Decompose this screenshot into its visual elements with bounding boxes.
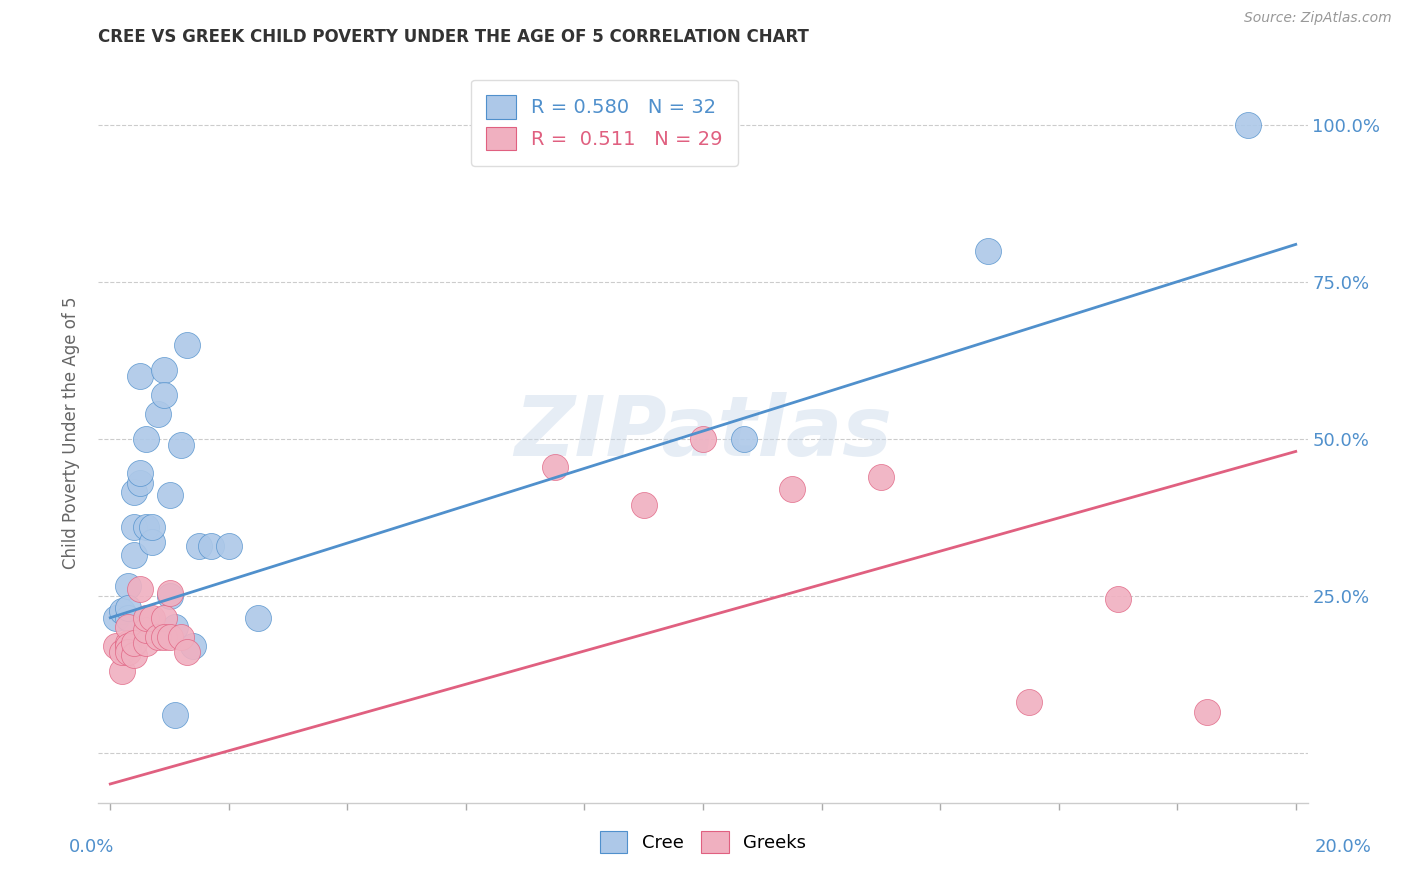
Text: 20.0%: 20.0% — [1315, 838, 1371, 855]
Text: ZIPatlas: ZIPatlas — [515, 392, 891, 473]
Point — [129, 467, 152, 481]
Point — [152, 630, 174, 644]
Point — [159, 630, 181, 644]
Point — [633, 498, 655, 512]
Point — [111, 604, 134, 618]
Point — [152, 611, 174, 625]
Point — [117, 636, 139, 650]
Point — [170, 630, 193, 644]
Point — [159, 488, 181, 502]
Point — [122, 548, 145, 562]
Point — [869, 469, 891, 483]
Point — [734, 432, 756, 446]
Text: Source: ZipAtlas.com: Source: ZipAtlas.com — [1244, 12, 1392, 25]
Point — [1107, 591, 1129, 606]
Point — [141, 611, 163, 625]
Point — [176, 645, 198, 659]
Point — [117, 620, 139, 634]
Point — [117, 645, 139, 659]
Point — [1237, 118, 1260, 132]
Point — [976, 244, 998, 258]
Point — [159, 589, 181, 603]
Point — [170, 438, 193, 452]
Y-axis label: Child Poverty Under the Age of 5: Child Poverty Under the Age of 5 — [62, 296, 80, 569]
Text: 0.0%: 0.0% — [69, 838, 114, 855]
Point — [544, 460, 567, 475]
Point — [105, 639, 128, 653]
Point — [247, 611, 270, 625]
Point — [117, 579, 139, 593]
Legend: Cree, Greeks: Cree, Greeks — [593, 824, 813, 861]
Point — [135, 624, 157, 638]
Point — [117, 611, 139, 625]
Point — [152, 363, 174, 377]
Text: CREE VS GREEK CHILD POVERTY UNDER THE AGE OF 5 CORRELATION CHART: CREE VS GREEK CHILD POVERTY UNDER THE AG… — [98, 28, 810, 45]
Legend: R = 0.580   N = 32, R =  0.511   N = 29: R = 0.580 N = 32, R = 0.511 N = 29 — [471, 79, 738, 166]
Point — [780, 482, 803, 496]
Point — [122, 636, 145, 650]
Point — [141, 520, 163, 534]
Point — [692, 432, 714, 446]
Point — [135, 611, 157, 625]
Point — [176, 338, 198, 352]
Point — [105, 611, 128, 625]
Point — [122, 648, 145, 663]
Point — [146, 630, 169, 644]
Point — [141, 535, 163, 549]
Point — [111, 664, 134, 678]
Point — [129, 582, 152, 597]
Point — [135, 432, 157, 446]
Point — [159, 585, 181, 599]
Point — [152, 388, 174, 402]
Point — [1195, 705, 1218, 719]
Point — [146, 407, 169, 421]
Point — [129, 475, 152, 490]
Point — [117, 639, 139, 653]
Point — [129, 369, 152, 384]
Point — [111, 645, 134, 659]
Point — [117, 601, 139, 615]
Point — [122, 520, 145, 534]
Point — [181, 639, 204, 653]
Point — [200, 539, 222, 553]
Point — [1018, 695, 1040, 709]
Point — [188, 539, 211, 553]
Point — [135, 636, 157, 650]
Point — [165, 708, 187, 723]
Point — [135, 520, 157, 534]
Point — [122, 485, 145, 500]
Point — [165, 620, 187, 634]
Point — [218, 539, 240, 553]
